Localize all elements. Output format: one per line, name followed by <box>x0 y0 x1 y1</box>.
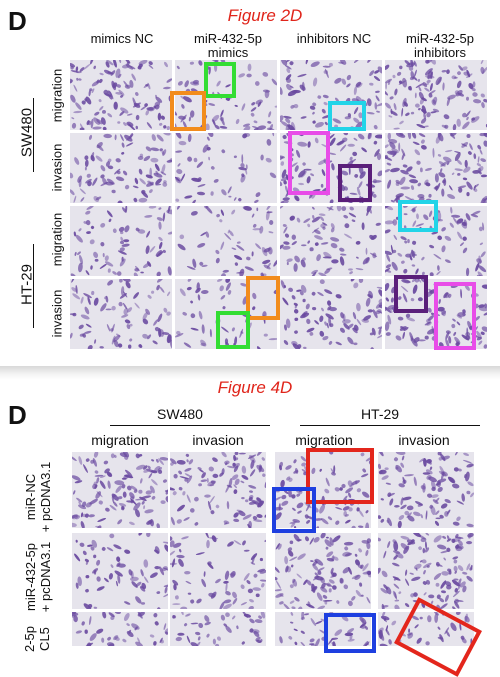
panel-letter-top: D <box>8 6 27 36</box>
col-label-ht29-migration: migration <box>295 432 353 448</box>
bracket-line-sw480 <box>33 98 34 172</box>
tile-top-r2-c2 <box>175 133 277 203</box>
row-label-third: 2-5p CL5 <box>22 625 52 653</box>
tile-top-r1-c4 <box>385 60 487 130</box>
highlight-box-orange-2 <box>246 276 280 320</box>
tile-top-r4-c1 <box>70 279 172 349</box>
col-label-sw480-invasion: invasion <box>192 432 244 448</box>
highlight-box-orange-1 <box>170 91 206 131</box>
tile-top-r3-c1 <box>70 206 172 276</box>
col-label-mimics-nc: mimics NC <box>90 31 154 46</box>
section-divider <box>0 366 500 380</box>
highlight-box-blue-2 <box>324 613 376 653</box>
tile-bottom-r2-c3 <box>275 533 371 609</box>
highlight-box-red-1 <box>306 448 374 504</box>
figure-title-2d: Figure 2D <box>227 6 303 25</box>
group-label-ht29: HT-29 <box>360 406 400 422</box>
tile-bottom-r2-c4 <box>378 533 474 609</box>
col-label-inhibitors-nc: inhibitors NC <box>296 31 372 46</box>
highlight-box-blue-1 <box>272 487 316 533</box>
col-label-mir-inhibitors: miR-432-5p inhibitors <box>406 31 474 60</box>
tile-bottom-r2-c2 <box>170 533 266 609</box>
group-label-sw480: SW480 <box>157 406 203 422</box>
highlight-box-purple-1 <box>338 164 372 202</box>
tile-top-r2-c1 <box>70 133 172 203</box>
highlight-box-cyan-1 <box>328 101 366 131</box>
tile-top-r3-c4 <box>385 206 487 276</box>
figure-title-4d: Figure 4D <box>217 378 293 397</box>
row-label-migration-1: migration <box>49 68 65 123</box>
tile-bottom-r3-c4 <box>378 612 474 646</box>
tile-top-r3-c3 <box>280 206 382 276</box>
highlight-box-red-2 <box>394 597 482 677</box>
tile-bottom-r3-c2 <box>170 612 266 646</box>
col-label-mir-mimics: miR-432-5p mimics <box>194 31 262 60</box>
bracket-line-ht29 <box>33 244 34 328</box>
tile-top-r4-c3 <box>280 279 382 349</box>
highlight-box-magenta-2 <box>434 282 476 350</box>
group-line-sw480 <box>110 425 270 426</box>
tile-bottom-r3-c1 <box>72 612 168 646</box>
tile-bottom-r3-c3 <box>275 612 371 646</box>
panel-letter-bottom: D <box>8 400 27 430</box>
tile-top-r2-c4 <box>385 133 487 203</box>
highlight-box-magenta-1 <box>288 131 330 195</box>
row-label-migration-2: migration <box>49 212 65 267</box>
tile-top-r3-c2 <box>175 206 277 276</box>
highlight-box-green-1 <box>204 62 236 98</box>
highlight-box-purple-2 <box>394 275 428 313</box>
tile-bottom-r1-c4 <box>378 452 474 528</box>
tile-bottom-r2-c1 <box>72 533 168 609</box>
col-label-sw480-migration: migration <box>91 432 149 448</box>
highlight-box-green-2 <box>216 311 250 349</box>
tile-bottom-r1-c1 <box>72 452 168 528</box>
tile-bottom-r1-c2 <box>170 452 266 528</box>
highlight-box-cyan-2 <box>398 200 438 232</box>
group-line-ht29 <box>300 425 480 426</box>
col-label-ht29-invasion: invasion <box>398 432 450 448</box>
tile-top-r1-c1 <box>70 60 172 130</box>
row-label-invasion-2: invasion <box>49 289 65 338</box>
row-label-invasion-1: invasion <box>49 143 65 192</box>
